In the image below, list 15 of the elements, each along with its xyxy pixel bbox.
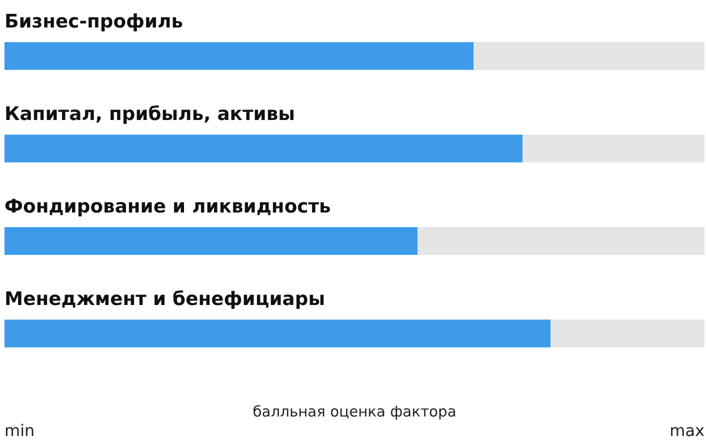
y-tick-label: Бизнес-профиль <box>4 11 184 32</box>
bar <box>474 42 704 70</box>
text: max <box>670 421 704 440</box>
bar <box>550 320 704 348</box>
text: min <box>4 421 35 440</box>
y-tick-label: Фондирование и ликвидность <box>4 196 331 218</box>
bar <box>418 227 704 255</box>
bar <box>522 134 704 162</box>
y-tick-label: Менеджмент и бенефициары <box>4 288 326 310</box>
y-tick-label: Капитал, прибыль, активы <box>4 104 296 125</box>
bar <box>4 42 474 70</box>
bar <box>4 227 418 255</box>
bar <box>4 320 550 348</box>
bar <box>4 134 522 162</box>
x-axis-title: балльная оценка фактора <box>252 404 456 421</box>
